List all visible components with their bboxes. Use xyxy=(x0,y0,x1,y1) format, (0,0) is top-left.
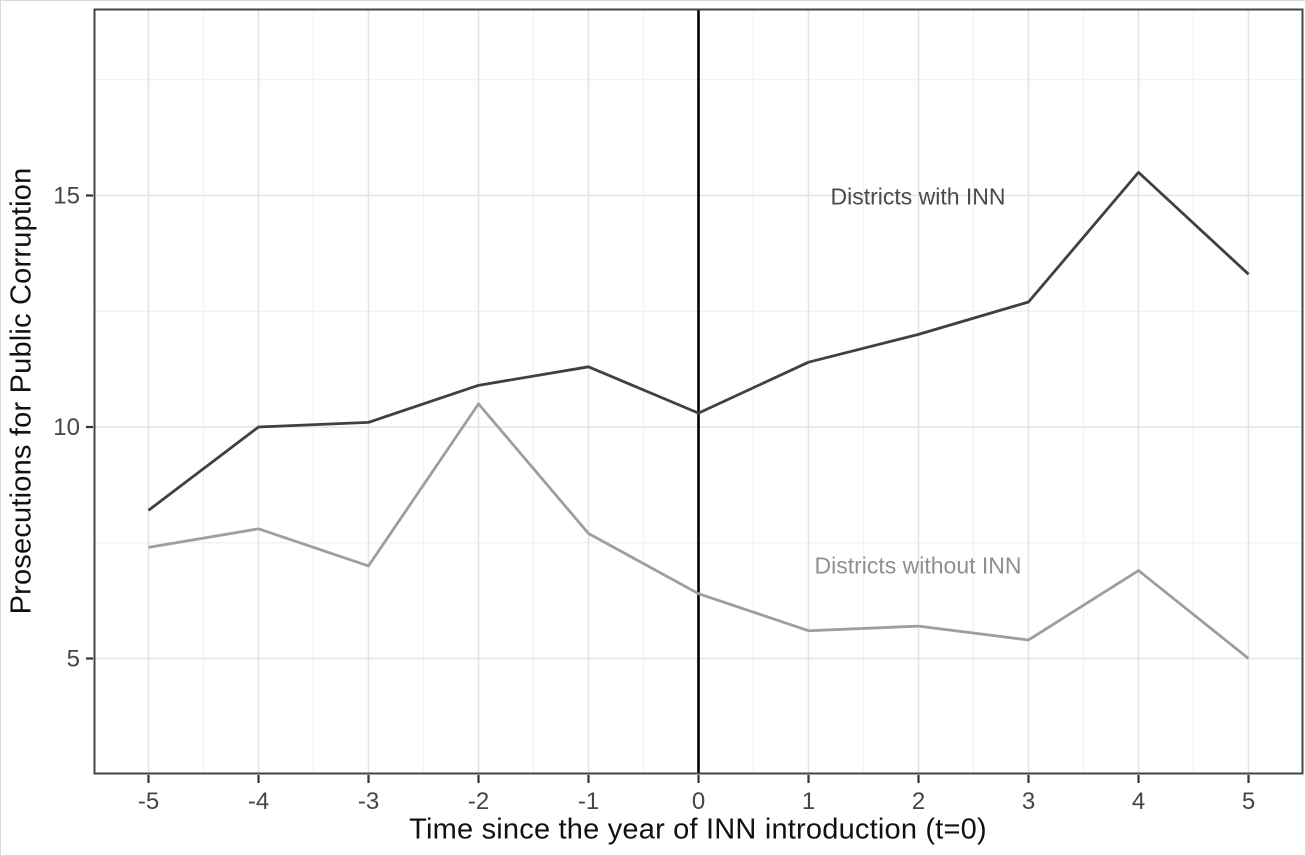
x-tick-labels: -5 -4 -3 -2 -1 0 1 2 3 4 5 xyxy=(138,788,1255,815)
series-label-districts-with-inn: Districts with INN xyxy=(830,183,1006,210)
panel-border-rect xyxy=(93,8,1304,775)
x-tick-label: -2 xyxy=(468,788,489,815)
y-tick-label: 15 xyxy=(53,183,80,210)
x-tick-label: -5 xyxy=(138,788,159,815)
x-axis-title: Time since the year of INN introduction … xyxy=(409,813,987,846)
series-line-with-inn xyxy=(147,170,1250,512)
x-tick-label: 5 xyxy=(1242,788,1255,815)
series-label-districts-without-inn: Districts without INN xyxy=(814,552,1022,579)
x-tick-label: -3 xyxy=(358,788,379,815)
x-tick-label: -4 xyxy=(248,788,269,815)
x-tick-label: 0 xyxy=(692,788,705,815)
x-tick-label: 4 xyxy=(1132,788,1145,815)
x-tick-label: 3 xyxy=(1022,788,1035,815)
x-tick-label: 1 xyxy=(802,788,815,815)
y-axis-title: Prosecutions for Public Corruption xyxy=(5,167,38,615)
y-tick-label: 5 xyxy=(67,646,80,673)
y-tick-labels: 5 10 15 xyxy=(53,183,80,673)
x-tick-label: -1 xyxy=(578,788,599,815)
x-tick-label: 2 xyxy=(912,788,925,815)
series-line-without-inn xyxy=(148,402,1250,660)
data-series xyxy=(147,170,1250,660)
y-tick-label: 10 xyxy=(53,414,80,441)
panel-border xyxy=(93,8,1304,775)
axis-tick-marks xyxy=(86,194,1250,783)
